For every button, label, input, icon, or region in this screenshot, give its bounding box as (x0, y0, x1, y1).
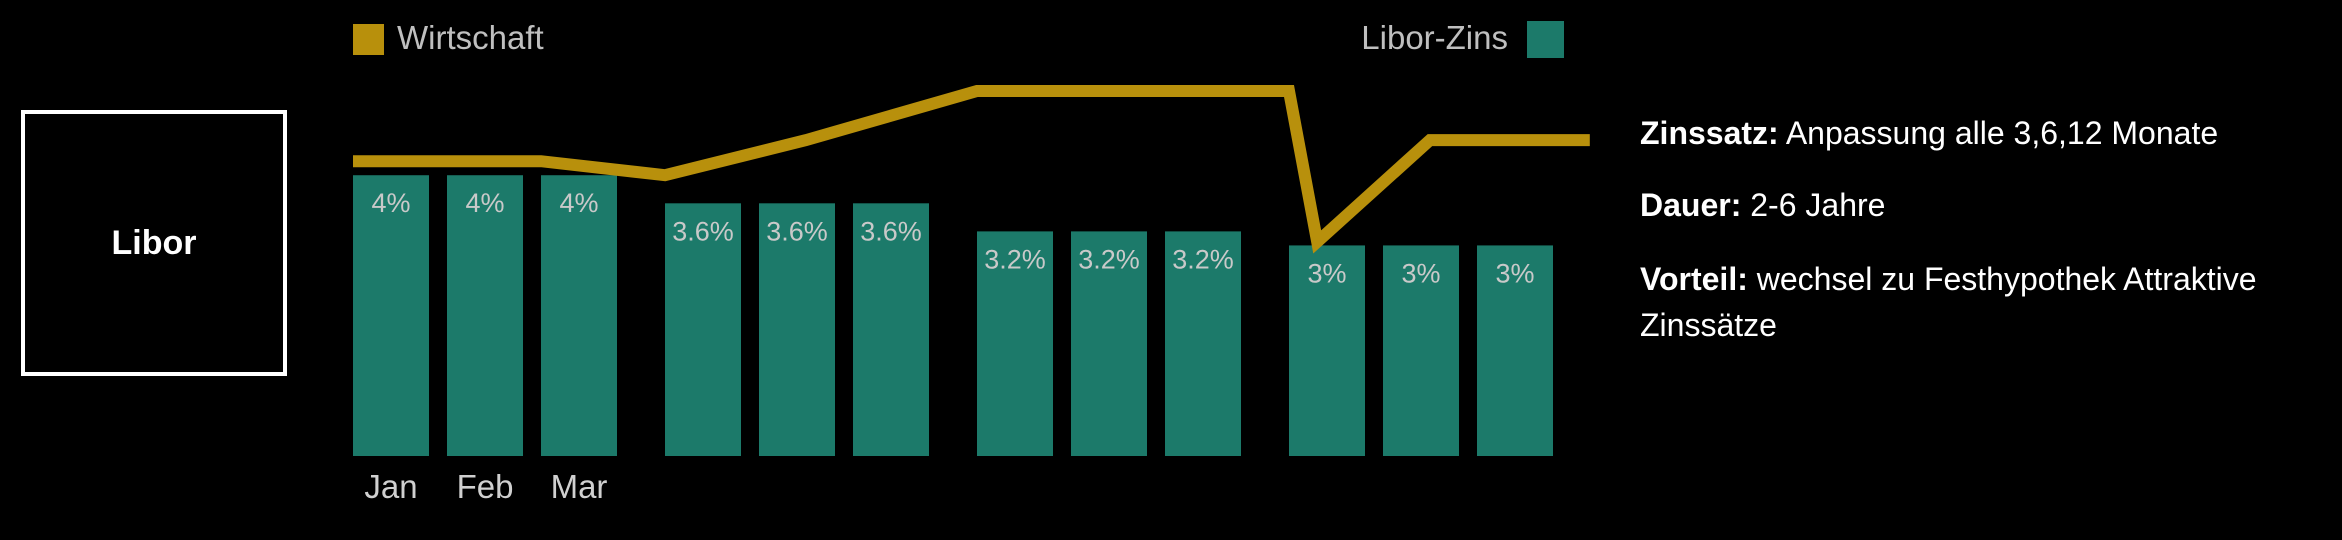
legend-line-label: Wirtschaft (397, 19, 544, 56)
libor-box: Libor (21, 110, 287, 376)
info-duration: Dauer: 2-6 Jahre (1640, 182, 2320, 228)
bar-value-label-6: 3.6% (860, 216, 922, 246)
bar-10 (1289, 245, 1365, 456)
info-rate-text: Anpassung alle 3,6,12 Monate (1785, 115, 2219, 151)
bar-value-label-10: 3% (1307, 258, 1346, 288)
info-rate-label: Zinssatz: (1640, 115, 1779, 151)
bar-value-label-3: 4% (559, 188, 598, 218)
x-axis-labels: Jan Feb Mar (364, 468, 607, 505)
bar-1 (353, 175, 429, 456)
bar-value-label-2: 4% (465, 188, 504, 218)
bar-value-label-9: 3.2% (1172, 244, 1234, 274)
wirtschaft-line (353, 85, 1590, 254)
info-advantage-label: Vorteil: (1640, 261, 1748, 297)
bar-3 (541, 175, 617, 456)
bar-value-label-8: 3.2% (1078, 244, 1140, 274)
x-tick-label-feb: Feb (457, 468, 514, 505)
bar-value-label-12: 3% (1495, 258, 1534, 288)
bar-6 (853, 203, 929, 456)
info-duration-label: Dauer: (1640, 187, 1742, 223)
info-duration-text: 2-6 Jahre (1750, 187, 1886, 223)
bar-value-label-11: 3% (1401, 258, 1440, 288)
legend-line-swatch (353, 24, 384, 55)
bar-value-labels: 4% 4% 4% 3.6% 3.6% 3.6% 3.2% 3.2% 3.2% 3% 3% 3% (371, 188, 1534, 288)
bar-value-label-4: 3.6% (672, 216, 734, 246)
info-rate: Zinssatz: Anpassung alle 3,6,12 Monate (1640, 110, 2320, 156)
bar-9 (1165, 231, 1241, 456)
bar-value-label-1: 4% (371, 188, 410, 218)
bar-4 (665, 203, 741, 456)
legend-bar-label: Libor-Zins (1361, 19, 1508, 56)
bar-value-label-7: 3.2% (984, 244, 1046, 274)
x-tick-label-mar: Mar (551, 468, 608, 505)
libor-box-label: Libor (111, 223, 197, 262)
bar-2 (447, 175, 523, 456)
bar-12 (1477, 245, 1553, 456)
bar-11 (1383, 245, 1459, 456)
bar-7 (977, 231, 1053, 456)
x-tick-label-jan: Jan (364, 468, 417, 505)
bar-series (353, 175, 1553, 456)
bar-value-label-5: 3.6% (766, 216, 828, 246)
legend-bar-swatch (1527, 21, 1564, 58)
bar-8 (1071, 231, 1147, 456)
info-advantage-text: wechsel zu Festhypothek Attraktive Zinss… (1640, 261, 2257, 343)
info-advantage: Vorteil: wechsel zu Festhypothek Attrakt… (1640, 256, 2320, 348)
bar-5 (759, 203, 835, 456)
